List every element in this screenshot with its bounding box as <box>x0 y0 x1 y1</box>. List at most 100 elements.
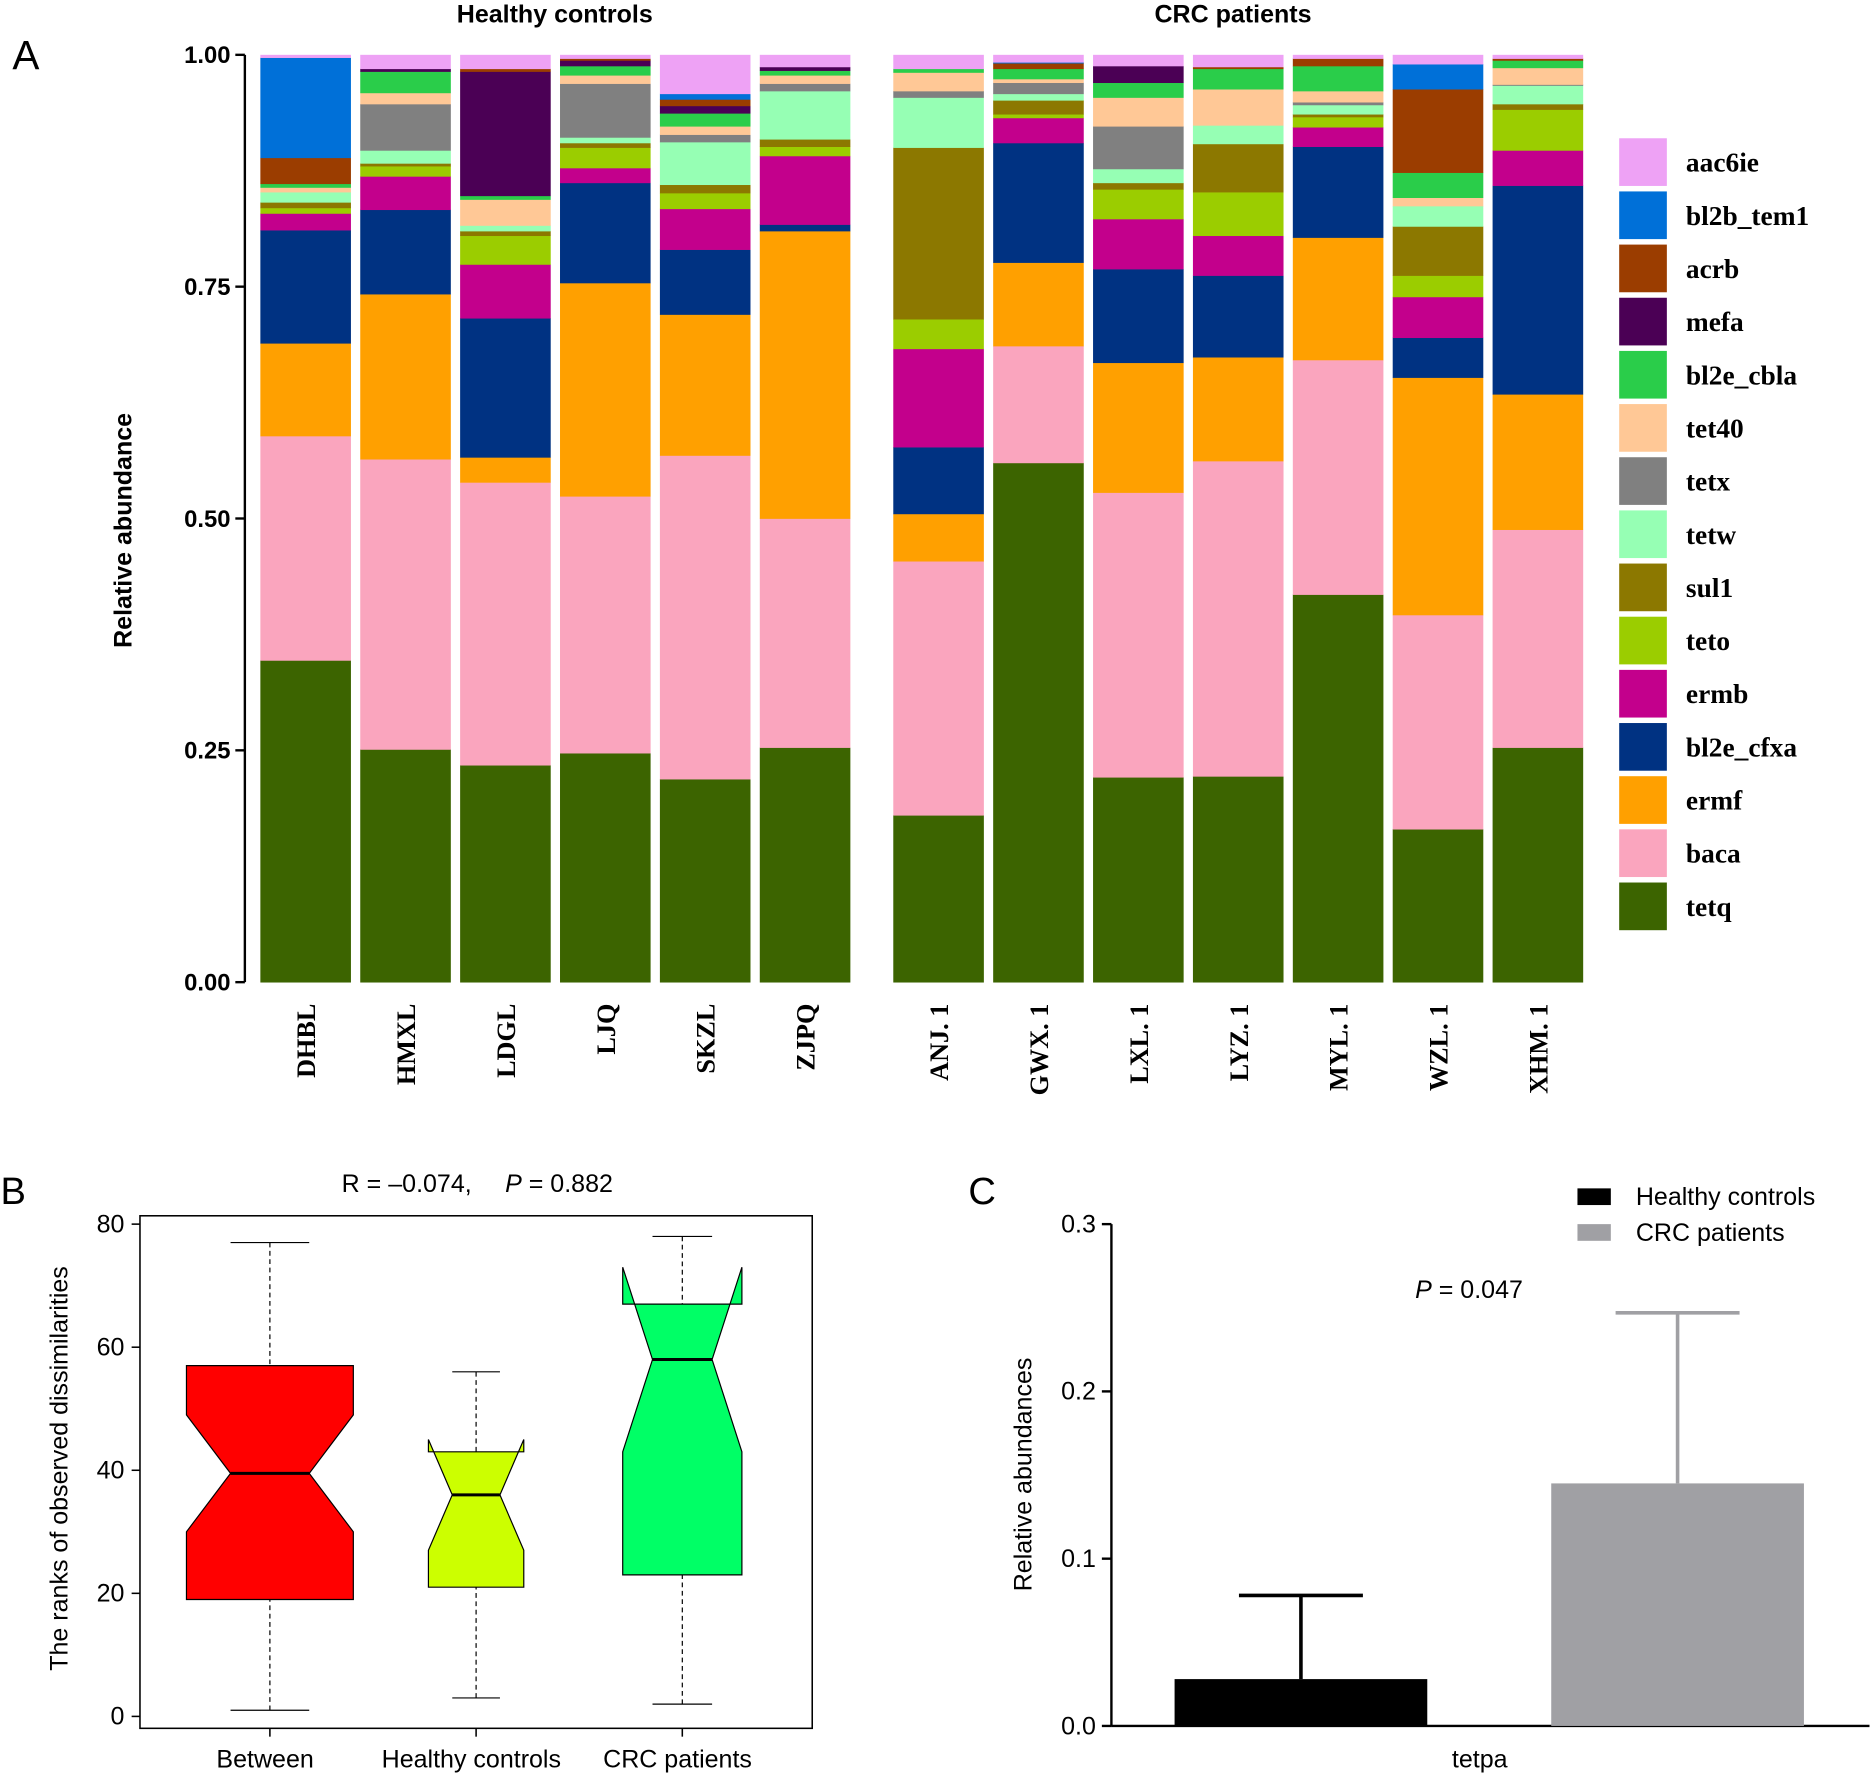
legend-swatch <box>1619 191 1667 240</box>
bar-segment-bl2e_cfxa <box>759 224 851 232</box>
bar-segment-tetq <box>759 747 851 983</box>
legend-item-tet40: tet40 <box>1619 404 1744 452</box>
legend-swatch <box>1619 404 1667 452</box>
stacked-bar-zjpq <box>759 54 851 983</box>
bar-segment-tet40 <box>759 75 851 84</box>
legend-item-ermb: ermb <box>1619 669 1748 718</box>
y-tick-label: 0.2 <box>1061 1378 1096 1406</box>
bar-segment-bl2e_cfxa <box>1093 269 1184 364</box>
x-tick-label: MYL. 1 <box>1325 1004 1354 1091</box>
p-value: = 0.047 <box>1432 1276 1523 1304</box>
box-healthy-controls: Healthy controls <box>382 1371 561 1774</box>
stacked-bar-dhbl <box>260 54 351 983</box>
bar-segment-ermb <box>1392 296 1484 339</box>
bar-segment-tetx <box>1292 102 1384 106</box>
bar-segment-ermf <box>759 231 851 519</box>
bar-segment-ermb <box>1093 218 1184 270</box>
bar-segment-tet40 <box>360 92 451 105</box>
bar-segment-baca <box>260 435 351 661</box>
bar-segment-tetq <box>893 815 984 983</box>
y-tick-label: 0.00 <box>184 970 230 997</box>
legend-label: tetx <box>1686 467 1730 497</box>
bar-segment-aac6ie <box>260 54 351 58</box>
y-tick-label: 0.50 <box>184 506 230 533</box>
stacked-bar-xhm1 <box>1492 54 1584 983</box>
x-tick-label: Between <box>216 1746 313 1774</box>
legend-item-tetw: tetw <box>1619 510 1736 559</box>
bar-segment-acrb <box>1192 66 1284 70</box>
bar-segment-aac6ie <box>360 54 451 70</box>
bar-segment-aac6ie <box>460 54 551 70</box>
bar-segment-sul1 <box>1192 143 1284 193</box>
y-tick-label: 0.1 <box>1061 1545 1096 1573</box>
y-tick-label: 0.75 <box>184 274 230 301</box>
bar-segment-ermf <box>460 457 551 483</box>
bar-segment-sul1 <box>1292 114 1384 118</box>
panel-a-stacked-bar-chart: Healthy controls CRC patients Relative a… <box>110 1 1810 1096</box>
bar-segment-ermb <box>893 348 984 448</box>
bar-segment-tetw <box>1192 125 1284 145</box>
legend-label: Healthy controls <box>1636 1183 1815 1211</box>
legend-item-bl2e_cbla: bl2e_cbla <box>1619 350 1797 399</box>
bar-segment-tetx <box>1492 84 1584 86</box>
bar-segment-sul1 <box>759 139 851 147</box>
bar-segment-ermf <box>1192 357 1284 462</box>
bar-segment-tetw <box>993 93 1084 101</box>
bar-segment-acrb <box>1392 89 1484 173</box>
group-title-crc: CRC patients <box>1154 1 1311 29</box>
bar-segment-acrb <box>659 99 751 107</box>
bar-segment-acrb <box>260 157 351 185</box>
legend-swatch <box>1619 723 1667 771</box>
legend-label: ermf <box>1686 786 1743 816</box>
bar-segment-tetq <box>1093 777 1184 983</box>
bar-segment-bl2e_cbla <box>1492 60 1584 69</box>
bar-segment-ermb <box>260 213 351 231</box>
bar-segment-tetq <box>993 462 1084 983</box>
bar-segment-bl2e_cbla <box>1292 65 1384 92</box>
bar-segment-bl2b_tem1 <box>993 62 1084 64</box>
legend-swatch <box>1619 616 1667 665</box>
bar-segment-bl2e_cfxa <box>1492 185 1584 395</box>
x-tick-label: ZJPQ <box>792 1004 821 1071</box>
bar-segment-bl2e_cbla <box>1192 68 1284 90</box>
bar-segment-teto <box>659 193 751 210</box>
bar-segment-mefa <box>360 68 451 72</box>
stacked-bar-gwx1 <box>993 54 1084 983</box>
bar-segment-teto <box>460 235 551 265</box>
legend-swatch <box>1619 510 1667 559</box>
bar-segment-bl2e_cfxa <box>1392 337 1484 378</box>
y-tick-label: 0 <box>111 1703 125 1731</box>
bar-segment-tet40 <box>993 78 1084 84</box>
bar-segment-teto <box>1392 275 1484 298</box>
legend-swatch <box>1619 776 1667 824</box>
x-tick-label: XHM. 1 <box>1524 1004 1553 1094</box>
bar-segment-tetx <box>993 82 1084 95</box>
bar-segment-ermb <box>360 176 451 211</box>
bar-segment-sul1 <box>1392 226 1484 276</box>
legend-label: tetq <box>1686 892 1732 922</box>
bar-segment-tetx <box>893 90 984 98</box>
y-tick-label: 1.00 <box>184 42 230 69</box>
bar-segment-teto <box>1192 192 1284 237</box>
bar-segment-ermb <box>1292 127 1384 147</box>
bar-segment-ermb <box>460 264 551 319</box>
bar-segment-acrb <box>560 58 651 61</box>
bar-segment-tetq <box>260 660 351 983</box>
bar-segment-teto <box>1292 116 1384 128</box>
y-axis-label: The ranks of observed dissimilarities <box>45 1266 73 1671</box>
bar-segment-tet40 <box>1492 67 1584 85</box>
bar-segment-ermb <box>659 208 751 250</box>
r-statistic: R = –0.074, <box>342 1170 472 1198</box>
bar-segment-tetw <box>1292 104 1384 115</box>
y-tick-label: 40 <box>97 1457 125 1485</box>
stacked-bar-lxl1 <box>1093 54 1184 983</box>
panel-letter-a: A <box>12 32 39 78</box>
bar-segment-teto <box>993 114 1084 119</box>
p-annotation: P = 0.047 <box>1415 1276 1523 1304</box>
bar-segment-tetw <box>260 192 351 203</box>
bar-segment-sul1 <box>659 184 751 194</box>
legend-item-tetx: tetx <box>1619 457 1730 505</box>
bar-segment-teto <box>759 146 851 157</box>
bar-segment-bl2e_cbla <box>993 68 1084 80</box>
legend-item-teto: teto <box>1619 616 1730 665</box>
